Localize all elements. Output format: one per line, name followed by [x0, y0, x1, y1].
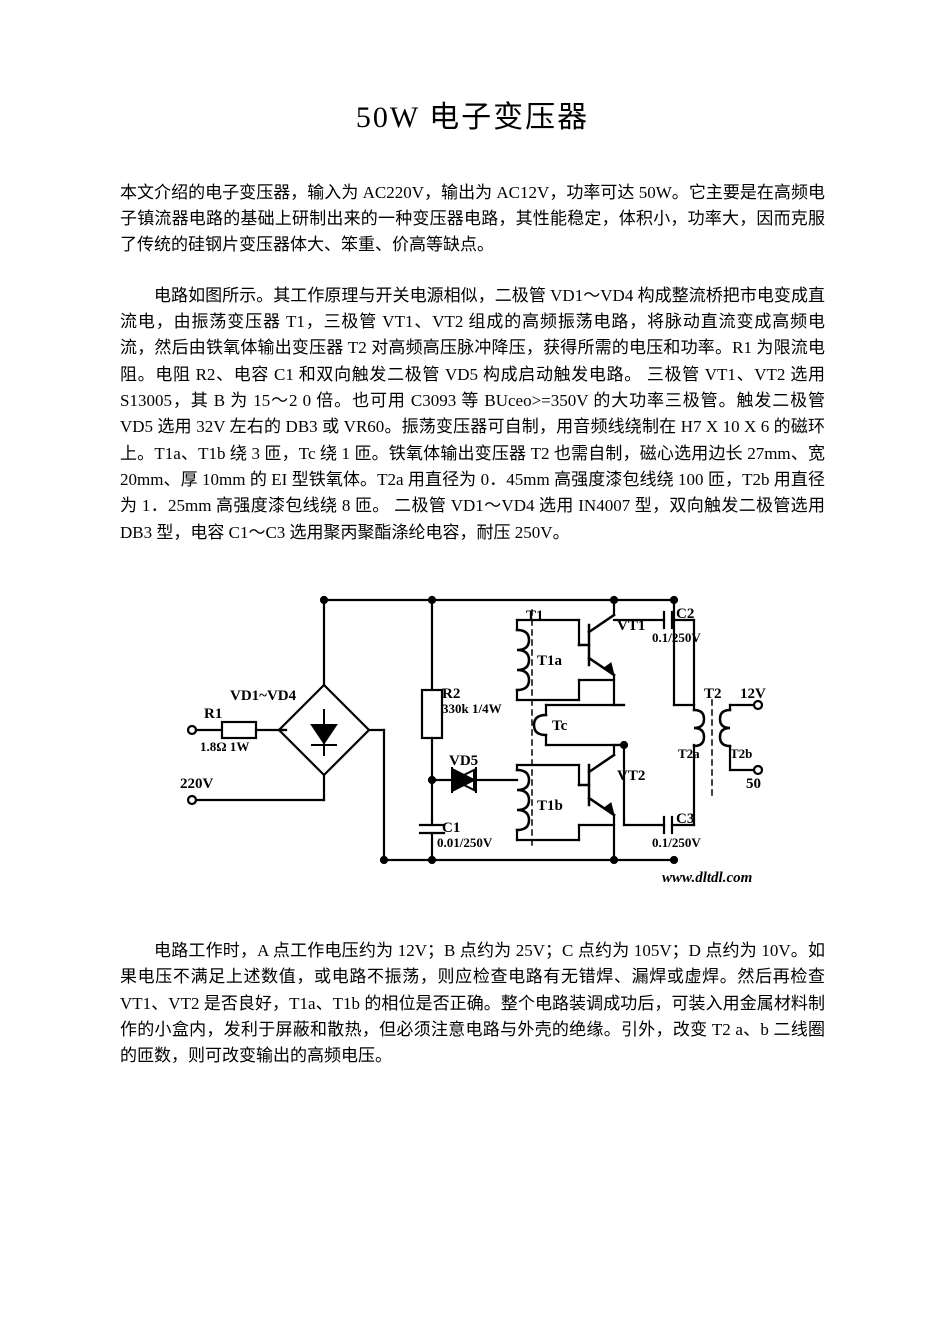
- label-220v: 220V: [180, 776, 214, 792]
- label-r1-val: 1.8Ω 1W: [200, 739, 249, 754]
- label-c2-val: 0.1/250V: [652, 630, 701, 645]
- label-t2a: T2a: [678, 746, 700, 761]
- label-12v: 12V: [740, 686, 766, 702]
- label-vd5: VD5: [449, 753, 478, 769]
- label-c3-val: 0.1/250V: [652, 835, 701, 850]
- label-r2-val: 330k 1/4W: [442, 701, 502, 716]
- label-c3: C3: [676, 811, 694, 827]
- label-tc: Tc: [552, 718, 568, 734]
- document-title: 50W 电子变压器: [120, 95, 825, 142]
- circuit-diagram-container: VD1~VD4 R1 1.8Ω 1W 220V R2 330k 1/4W VD5…: [120, 570, 825, 910]
- paragraph-2: 电路如图所示。其工作原理与开关电源相似，二极管 VD1～VD4 构成整流桥把市电…: [120, 283, 825, 546]
- circuit-diagram: VD1~VD4 R1 1.8Ω 1W 220V R2 330k 1/4W VD5…: [174, 570, 772, 910]
- label-r1: R1: [204, 706, 222, 722]
- label-t1: T1: [526, 608, 544, 624]
- label-t1a: T1a: [537, 653, 563, 669]
- label-t2: T2: [704, 686, 722, 702]
- label-c2: C2: [676, 606, 694, 622]
- label-t1b: T1b: [537, 798, 563, 814]
- label-t2b: T2b: [730, 746, 752, 761]
- label-c1-val: 0.01/250V: [437, 835, 493, 850]
- label-vt1: VT1: [617, 618, 645, 634]
- label-r2: R2: [442, 686, 460, 702]
- circuit-svg: VD1~VD4 R1 1.8Ω 1W 220V R2 330k 1/4W VD5…: [174, 570, 772, 910]
- label-c1: C1: [442, 820, 460, 836]
- label-50: 50: [746, 776, 761, 792]
- paragraph-1: 本文介绍的电子变压器，输入为 AC220V，输出为 AC12V，功率可达 50W…: [120, 180, 825, 259]
- label-vt2: VT2: [617, 768, 645, 784]
- paragraph-3: 电路工作时，A 点工作电压约为 12V；B 点约为 25V；C 点约为 105V…: [120, 938, 825, 1070]
- label-vd1-vd4: VD1~VD4: [230, 688, 297, 704]
- label-url: www.dltdl.com: [662, 870, 752, 886]
